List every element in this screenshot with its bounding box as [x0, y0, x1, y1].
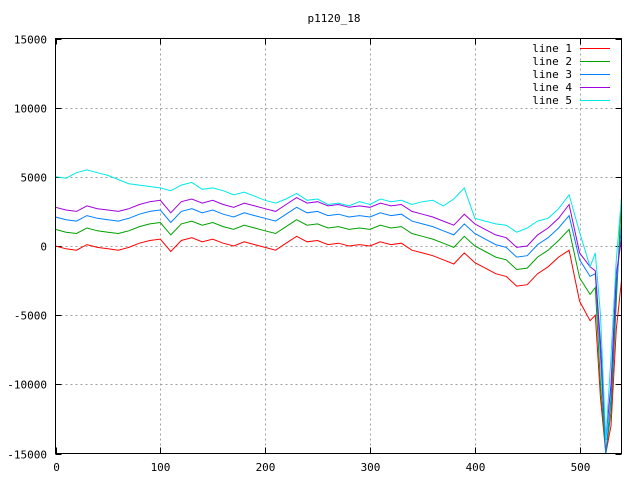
plot-border: [55, 38, 622, 454]
legend-label: line 2: [532, 55, 572, 68]
x-tick-label: 400: [466, 461, 486, 474]
y-tick-label: 5000: [21, 172, 48, 185]
x-tick-label: 100: [151, 461, 171, 474]
x-tick-label: 200: [256, 461, 276, 474]
series-line-1: [55, 235, 622, 454]
x-tick-label: 300: [361, 461, 381, 474]
series-lines: [55, 169, 622, 454]
y-tick-label: 10000: [14, 103, 47, 116]
y-tick-label: 15000: [14, 34, 47, 47]
y-tick-label: 0: [40, 241, 47, 254]
series-line-5: [55, 169, 622, 440]
series-line-2: [55, 197, 622, 454]
axis-ticks: 0 100 200 300 400 500 -15000 -10000 -5000 0 5000 10…: [7, 34, 622, 474]
chart-title: p1120_18: [308, 12, 361, 25]
y-tick-label: -5000: [14, 310, 47, 323]
y-tick-label: -15000: [7, 449, 47, 462]
series-line-4: [55, 197, 622, 440]
x-tick-label: 500: [571, 461, 591, 474]
legend-label: line 3: [532, 68, 572, 81]
legend-label: line 5: [532, 94, 572, 107]
x-tick-label: 0: [53, 461, 60, 474]
y-tick-label: -10000: [7, 379, 47, 392]
legend-label: line 1: [532, 42, 572, 55]
series-line-3: [55, 206, 622, 454]
legend-label: line 4: [532, 81, 572, 94]
